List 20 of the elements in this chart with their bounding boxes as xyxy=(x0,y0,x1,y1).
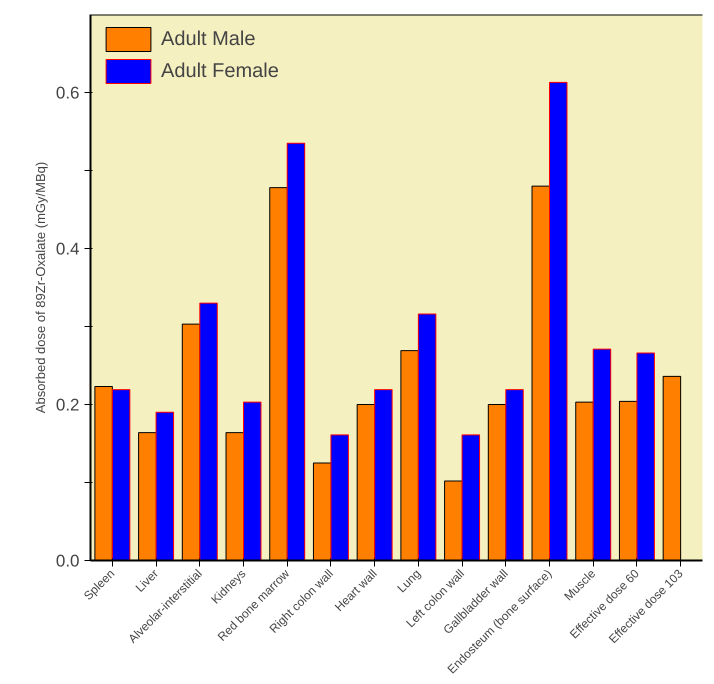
bar xyxy=(330,434,349,560)
bar xyxy=(112,389,130,560)
bar xyxy=(199,302,218,560)
y-tick-label: 0.4 xyxy=(56,240,80,258)
y-tick-label: 0.2 xyxy=(56,396,80,414)
bar xyxy=(156,412,174,560)
y-tick-label: 0.6 xyxy=(56,84,80,102)
legend-label: Adult Female xyxy=(161,60,279,82)
bar xyxy=(462,434,480,560)
bar xyxy=(505,389,524,560)
bar xyxy=(374,389,393,560)
bar xyxy=(243,402,262,560)
y-axis-title: Absorbed dose of 89Zr-Oxalate (mGy/MBq) xyxy=(32,162,48,414)
bar xyxy=(549,82,568,560)
bar xyxy=(418,314,436,560)
y-tick-label: 0.0 xyxy=(56,552,80,570)
legend-label: Adult Male xyxy=(161,28,256,50)
bar xyxy=(286,142,306,560)
bar xyxy=(636,352,655,560)
bar xyxy=(592,348,612,560)
